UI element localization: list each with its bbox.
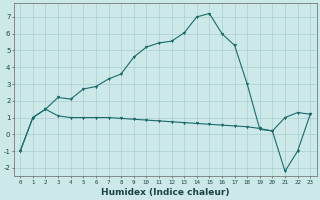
X-axis label: Humidex (Indice chaleur): Humidex (Indice chaleur): [101, 188, 229, 197]
